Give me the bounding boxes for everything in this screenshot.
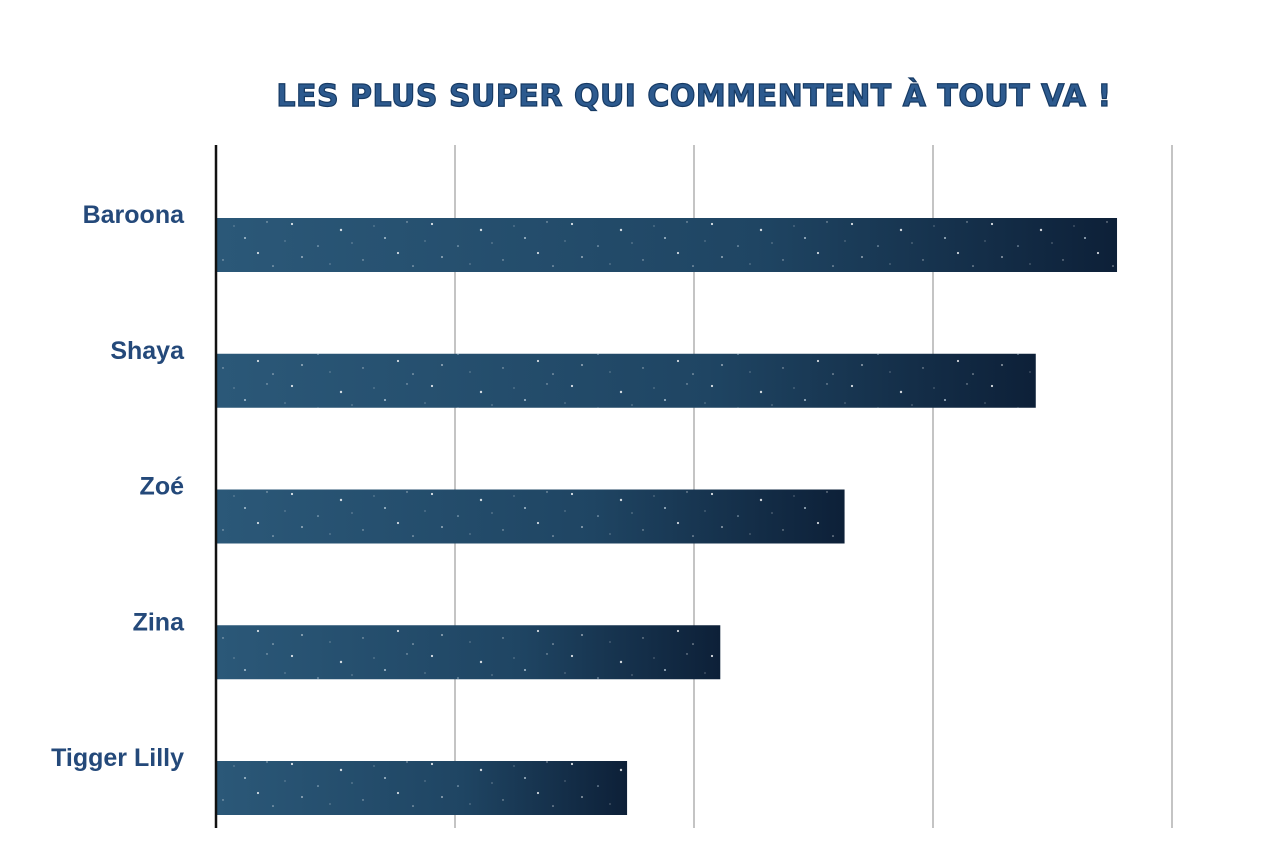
category-labels: Baroona Shaya Zoé Zina Tigger Lilly — [51, 201, 185, 772]
category-label-2: Shaya — [110, 337, 185, 365]
bar-4 — [216, 625, 721, 680]
bar-star-texture — [216, 625, 721, 680]
bar-2 — [216, 353, 1036, 408]
bar-star-texture — [216, 353, 1036, 408]
bar-5 — [216, 761, 628, 815]
category-label-1: Baroona — [83, 201, 186, 229]
bars — [216, 218, 1118, 815]
bar-1 — [216, 218, 1118, 272]
bar-star-texture — [216, 761, 628, 815]
category-label-3: Zoé — [140, 473, 185, 501]
chart-title: LES PLUS SUPER QUI COMMENTENT À TOUT VA … — [276, 78, 1111, 114]
bar-star-texture — [216, 218, 1118, 272]
category-label-5: Tigger Lilly — [51, 744, 184, 772]
bar-star-texture — [216, 489, 845, 544]
bar-3 — [216, 489, 845, 544]
category-label-4: Zina — [133, 608, 185, 636]
